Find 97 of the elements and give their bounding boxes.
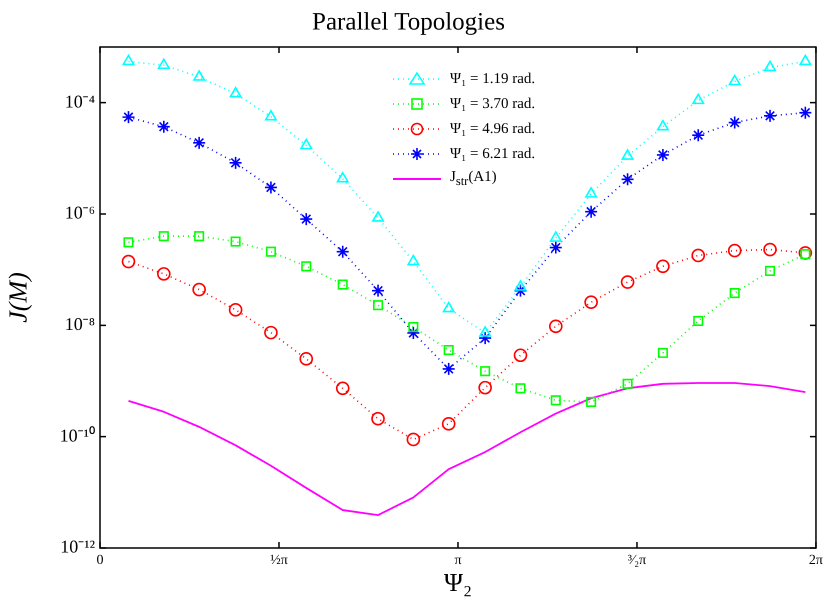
- point: [407, 254, 420, 266]
- point: [299, 352, 314, 366]
- point: [338, 280, 348, 290]
- point: [764, 60, 776, 72]
- point: [336, 244, 350, 259]
- point: [264, 326, 278, 340]
- point: [798, 246, 812, 260]
- point: [584, 204, 598, 218]
- point: [514, 280, 526, 291]
- point: [122, 254, 136, 268]
- point: [192, 282, 206, 296]
- y-tick-label: 10⁻¹²: [60, 536, 95, 557]
- legend-label: J$_{str}$(A1): [450, 168, 497, 190]
- point: [122, 54, 134, 66]
- point: [550, 231, 562, 242]
- point: [157, 267, 171, 281]
- point: [798, 106, 812, 120]
- point: [158, 58, 170, 70]
- point: [480, 366, 490, 376]
- legend-label: Ψ₁ = 3.70 rad.: [450, 94, 536, 114]
- point: [728, 74, 741, 86]
- point: [442, 417, 456, 431]
- point: [157, 120, 171, 134]
- point: [620, 275, 634, 289]
- point: [656, 148, 670, 162]
- point: [479, 326, 492, 337]
- y-tick-label: 10⁻⁸: [64, 314, 95, 334]
- point: [656, 120, 669, 131]
- point: [228, 303, 242, 317]
- point: [123, 237, 134, 248]
- y-tick-label: 10⁻⁶: [64, 202, 95, 223]
- x-tick-label: π: [454, 553, 462, 568]
- y-tick-label: 10⁻⁴: [64, 91, 95, 112]
- chart-title: Parallel Topologies: [312, 8, 505, 36]
- point: [763, 242, 777, 256]
- point: [514, 284, 528, 298]
- point: [371, 284, 385, 298]
- point: [584, 295, 598, 310]
- point: [230, 236, 241, 247]
- point: [478, 380, 492, 394]
- point: [728, 116, 742, 130]
- point: [585, 187, 598, 198]
- point: [372, 300, 384, 310]
- point: [515, 383, 526, 394]
- point: [264, 180, 278, 194]
- point: [622, 378, 633, 389]
- point: [442, 302, 455, 312]
- y-tick-label: 10⁻¹⁰: [60, 425, 95, 446]
- legend-label: Ψ₁ = 1.19 rad.: [450, 70, 536, 88]
- point: [230, 86, 242, 98]
- legend-label: Ψ₁ = 6.21 rad.: [450, 144, 536, 164]
- point: [478, 331, 492, 345]
- point: [122, 110, 136, 124]
- point: [372, 211, 384, 222]
- point: [442, 362, 456, 376]
- point: [266, 246, 276, 257]
- point: [728, 244, 742, 258]
- point: [514, 348, 528, 362]
- point: [444, 344, 454, 356]
- point: [194, 231, 204, 242]
- x-tick-label: ½π: [270, 553, 288, 568]
- point: [658, 348, 668, 358]
- point: [336, 381, 350, 396]
- point: [301, 261, 312, 272]
- point: [692, 94, 704, 104]
- point: [550, 395, 561, 406]
- point: [764, 266, 776, 276]
- point: [228, 156, 242, 170]
- x-axis-title: Ψ₂: [444, 568, 472, 598]
- x-tick-label: 2π: [808, 553, 824, 568]
- point: [656, 259, 670, 274]
- point: [620, 172, 634, 186]
- y-axis-title: J(M): [3, 272, 32, 323]
- point: [300, 138, 312, 150]
- point: [299, 212, 314, 226]
- point: [693, 316, 704, 326]
- point: [730, 288, 740, 298]
- point: [158, 231, 169, 242]
- point: [691, 248, 706, 262]
- point: [548, 240, 563, 254]
- x-tick-label: 0: [96, 553, 104, 568]
- point: [406, 432, 420, 446]
- point: [548, 320, 563, 334]
- point: [586, 396, 596, 408]
- point: [763, 109, 777, 123]
- point: [371, 412, 385, 426]
- legend-label: Ψ₁ = 4.96 rad.: [450, 120, 536, 138]
- point: [408, 322, 418, 332]
- point: [192, 136, 206, 150]
- x-tick-label: ³⁄₂π: [628, 553, 646, 568]
- point: [406, 326, 420, 340]
- point: [691, 128, 706, 142]
- point: [799, 54, 812, 66]
- point: [264, 110, 277, 120]
- point: [336, 172, 349, 183]
- point: [193, 70, 206, 81]
- point: [622, 149, 634, 160]
